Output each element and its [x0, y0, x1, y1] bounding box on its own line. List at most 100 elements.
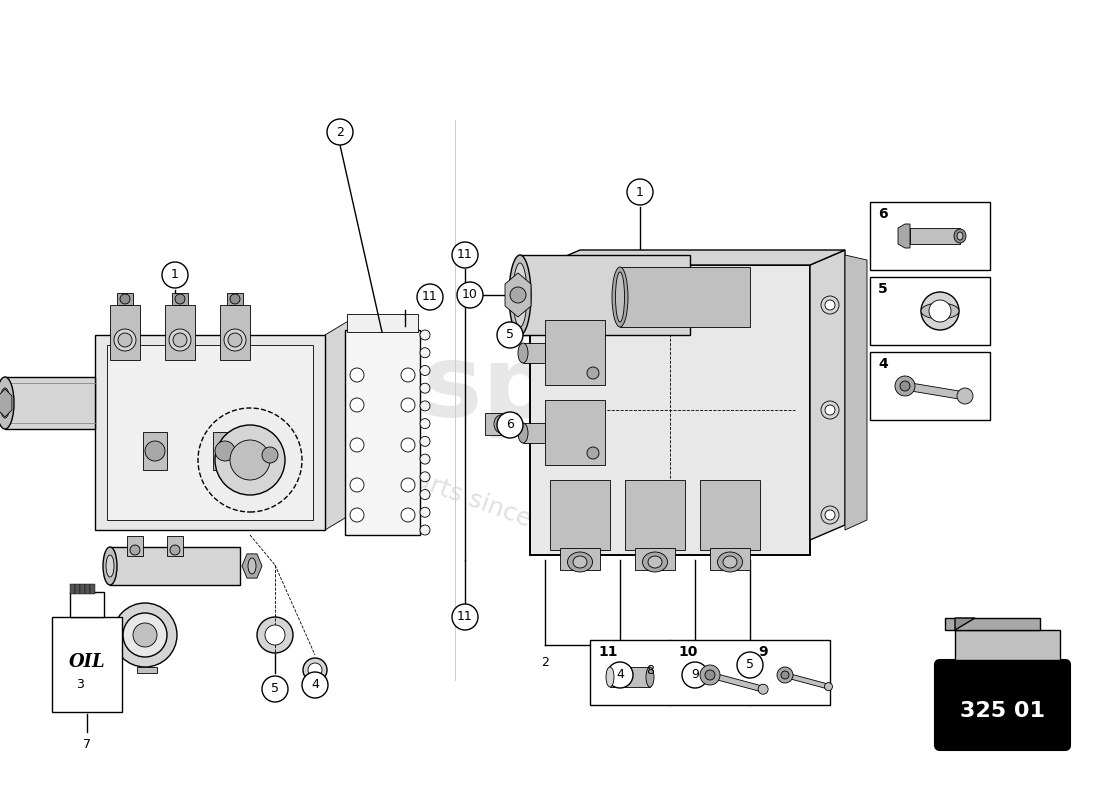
FancyBboxPatch shape: [870, 352, 990, 420]
Polygon shape: [505, 273, 531, 317]
FancyBboxPatch shape: [107, 345, 314, 520]
Ellipse shape: [648, 556, 662, 568]
Circle shape: [825, 300, 835, 310]
Text: 11: 11: [598, 645, 617, 659]
Circle shape: [262, 676, 288, 702]
Circle shape: [420, 490, 430, 499]
Circle shape: [821, 401, 839, 419]
Circle shape: [825, 510, 835, 520]
Ellipse shape: [224, 329, 246, 351]
Circle shape: [257, 617, 293, 653]
Circle shape: [230, 294, 240, 304]
Text: 9: 9: [758, 645, 768, 659]
Circle shape: [821, 296, 839, 314]
Circle shape: [420, 418, 430, 429]
Circle shape: [350, 398, 364, 412]
FancyBboxPatch shape: [560, 548, 600, 570]
Text: 1: 1: [172, 269, 179, 282]
Ellipse shape: [228, 333, 242, 347]
Circle shape: [607, 662, 632, 688]
Text: 6: 6: [506, 418, 514, 431]
Circle shape: [420, 366, 430, 375]
Text: 10: 10: [462, 289, 477, 302]
Circle shape: [758, 684, 768, 694]
Ellipse shape: [642, 552, 668, 572]
Circle shape: [420, 348, 430, 358]
Ellipse shape: [616, 272, 625, 322]
Ellipse shape: [957, 232, 962, 240]
Circle shape: [175, 294, 185, 304]
Polygon shape: [710, 672, 763, 692]
FancyBboxPatch shape: [85, 584, 90, 594]
Circle shape: [452, 604, 478, 630]
Polygon shape: [324, 317, 355, 530]
Polygon shape: [810, 250, 845, 540]
Text: 1: 1: [636, 186, 644, 198]
FancyBboxPatch shape: [910, 228, 960, 244]
Text: 4: 4: [878, 357, 888, 371]
Circle shape: [700, 665, 720, 685]
Circle shape: [587, 367, 600, 379]
Circle shape: [145, 441, 165, 461]
Polygon shape: [785, 673, 828, 689]
Ellipse shape: [248, 558, 256, 574]
Ellipse shape: [0, 388, 10, 418]
Circle shape: [420, 472, 430, 482]
Circle shape: [452, 242, 478, 268]
Polygon shape: [220, 305, 250, 360]
Polygon shape: [0, 389, 12, 417]
Circle shape: [230, 440, 270, 480]
Ellipse shape: [509, 255, 531, 335]
FancyBboxPatch shape: [700, 480, 760, 550]
FancyBboxPatch shape: [172, 293, 188, 305]
Ellipse shape: [0, 377, 14, 429]
Circle shape: [214, 441, 235, 461]
FancyBboxPatch shape: [126, 536, 143, 556]
Text: 5: 5: [746, 658, 754, 671]
Ellipse shape: [954, 229, 966, 243]
Circle shape: [825, 405, 835, 415]
Ellipse shape: [518, 343, 528, 363]
Ellipse shape: [921, 292, 959, 330]
Circle shape: [497, 322, 522, 348]
Text: 2: 2: [541, 657, 549, 670]
FancyBboxPatch shape: [485, 413, 517, 435]
Circle shape: [497, 412, 522, 438]
Circle shape: [510, 287, 526, 303]
Text: 11: 11: [458, 610, 473, 623]
FancyBboxPatch shape: [70, 592, 104, 617]
FancyBboxPatch shape: [227, 293, 243, 305]
FancyBboxPatch shape: [70, 584, 75, 594]
Ellipse shape: [518, 423, 528, 443]
Polygon shape: [955, 630, 1060, 660]
Circle shape: [420, 525, 430, 535]
Circle shape: [957, 388, 974, 404]
Polygon shape: [165, 305, 195, 360]
Circle shape: [162, 262, 188, 288]
Ellipse shape: [612, 267, 628, 327]
Polygon shape: [620, 267, 750, 327]
Circle shape: [705, 670, 715, 680]
Ellipse shape: [118, 333, 132, 347]
Circle shape: [350, 508, 364, 522]
Polygon shape: [530, 265, 810, 555]
Circle shape: [133, 623, 157, 647]
Ellipse shape: [646, 667, 654, 687]
Ellipse shape: [606, 667, 614, 687]
Circle shape: [308, 663, 322, 677]
Circle shape: [302, 658, 327, 682]
Polygon shape: [242, 554, 262, 578]
Circle shape: [456, 282, 483, 308]
Circle shape: [420, 507, 430, 518]
Circle shape: [402, 508, 415, 522]
Circle shape: [265, 625, 285, 645]
Circle shape: [417, 284, 443, 310]
Polygon shape: [905, 382, 965, 400]
Circle shape: [350, 478, 364, 492]
Ellipse shape: [573, 556, 587, 568]
Circle shape: [777, 667, 793, 683]
Circle shape: [402, 478, 415, 492]
Circle shape: [821, 506, 839, 524]
Text: 7: 7: [82, 738, 91, 751]
Text: a passion for parts since 1985: a passion for parts since 1985: [239, 404, 602, 556]
